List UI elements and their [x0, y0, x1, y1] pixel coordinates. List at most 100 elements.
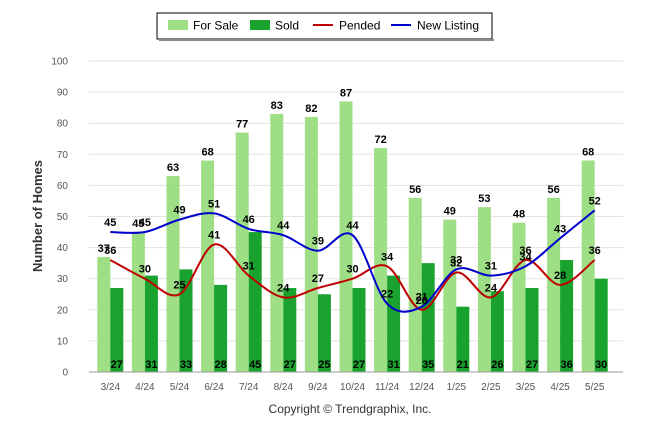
y-tick-label: 40 — [57, 243, 69, 254]
x-tick-label: 2/25 — [481, 382, 501, 393]
bar-for-sale — [512, 222, 526, 372]
data-label-new-listing: 51 — [208, 198, 220, 210]
data-label-new-listing: 44 — [346, 220, 359, 232]
data-label-pended: 31 — [243, 261, 255, 273]
x-axis-ticks: 3/24 4/24 5/24 6/24 7/24 8/24 9/24 10/24 11/24 12… — [101, 382, 605, 393]
bars — [97, 101, 608, 373]
bar-sold — [317, 294, 331, 372]
data-label-new-listing: 33 — [450, 254, 462, 266]
data-label-sold: 27 — [284, 359, 296, 371]
data-label-for-sale: 45 — [132, 218, 144, 230]
bar-sold — [110, 288, 124, 372]
data-label-for-sale: 83 — [271, 100, 283, 112]
data-label-pended: 24 — [485, 282, 498, 294]
y-tick-label: 30 — [57, 274, 69, 285]
data-label-sold: 36 — [560, 359, 572, 371]
bar-for-sale — [304, 116, 318, 372]
data-label-sold: 31 — [145, 359, 157, 371]
data-label-pended: 36 — [104, 245, 116, 257]
x-tick-label: 9/24 — [308, 382, 328, 393]
bar-sold — [421, 263, 435, 372]
legend-label-new-listing: New Listing — [417, 19, 479, 33]
bar-sold — [352, 288, 366, 372]
data-label-new-listing: 21 — [416, 292, 428, 304]
data-label-new-listing: 52 — [589, 195, 601, 207]
data-label-new-listing: 44 — [277, 220, 290, 232]
bar-for-sale — [97, 256, 111, 372]
bar-sold — [214, 284, 228, 372]
data-label-pended: 27 — [312, 273, 324, 285]
data-label-sold: 31 — [387, 359, 399, 371]
data-label-sold: 27 — [111, 359, 123, 371]
x-tick-label: 5/25 — [585, 382, 605, 393]
bar-for-sale — [131, 232, 145, 372]
data-label-pended: 30 — [346, 264, 358, 276]
data-label-for-sale: 68 — [201, 147, 213, 159]
data-label-sold: 30 — [595, 359, 607, 371]
bar-for-sale — [408, 197, 422, 372]
data-label-for-sale: 63 — [167, 162, 179, 174]
x-tick-label: 3/24 — [101, 382, 121, 393]
bar-sold — [525, 288, 539, 372]
legend-swatch-for-sale — [168, 20, 188, 30]
data-label-for-sale: 87 — [340, 87, 352, 99]
data-label-for-sale: 82 — [305, 103, 317, 115]
y-tick-label: 70 — [57, 150, 69, 161]
data-label-new-listing: 39 — [312, 236, 324, 248]
x-tick-label: 6/24 — [204, 382, 224, 393]
data-label-sold: 27 — [526, 359, 538, 371]
legend-label-pended: Pended — [339, 19, 380, 33]
bar-sold — [456, 306, 470, 372]
bar-for-sale — [374, 148, 388, 372]
x-tick-label: 4/24 — [135, 382, 155, 393]
bar-for-sale — [201, 160, 215, 372]
data-label-for-sale: 68 — [582, 147, 594, 159]
data-label-sold: 35 — [422, 359, 434, 371]
data-label-pended: 32 — [450, 257, 462, 269]
data-label-pended: 41 — [208, 229, 220, 241]
y-tick-label: 100 — [51, 57, 68, 68]
data-label-new-listing: 45 — [104, 217, 116, 229]
y-tick-label: 0 — [62, 368, 68, 379]
bar-sold — [283, 288, 297, 372]
y-tick-label: 90 — [57, 88, 69, 99]
y-tick-label: 10 — [57, 336, 69, 347]
data-label-sold: 28 — [214, 359, 226, 371]
legend-label-for-sale: For Sale — [193, 19, 239, 33]
data-label-sold: 25 — [318, 359, 330, 371]
legend: For Sale Sold Pended New Listing — [156, 12, 494, 41]
bar-sold — [144, 275, 158, 372]
x-tick-label: 7/24 — [239, 382, 259, 393]
x-tick-label: 5/24 — [170, 382, 190, 393]
line-new-listing — [110, 209, 596, 313]
data-label-sold: 45 — [249, 359, 261, 371]
legend-swatch-sold — [250, 20, 270, 30]
x-tick-label: 8/24 — [274, 382, 294, 393]
x-tick-label: 11/24 — [375, 382, 400, 393]
data-label-for-sale: 56 — [409, 184, 421, 196]
data-label-for-sale: 37 — [98, 243, 110, 255]
bar-sold — [560, 260, 574, 372]
x-tick-label: 4/25 — [550, 382, 570, 393]
data-label-for-sale: 72 — [374, 134, 386, 146]
data-label-sold: 21 — [457, 359, 469, 371]
data-label-for-sale: 48 — [513, 209, 525, 221]
data-label-new-listing: 45 — [139, 217, 151, 229]
copyright-text: Copyright © Trendgraphix, Inc. — [269, 402, 432, 416]
line-pended — [109, 243, 596, 311]
x-tick-label: 1/25 — [447, 382, 467, 393]
data-label-new-listing: 49 — [173, 205, 185, 217]
bar-sold — [248, 232, 262, 372]
data-label-pended: 30 — [139, 264, 151, 276]
data-label-pended: 24 — [277, 282, 290, 294]
data-label-new-listing: 46 — [243, 214, 255, 226]
legend-label-sold: Sold — [275, 19, 299, 33]
y-tick-label: 80 — [57, 119, 69, 130]
bar-for-sale — [443, 219, 457, 372]
data-label-pended: 36 — [589, 245, 601, 257]
data-labels: 37 27 45 31 63 33 68 28 77 45 83 27 82 25 87 27 72 31 56 35… — [98, 87, 608, 371]
y-tick-label: 20 — [57, 305, 69, 316]
bar-for-sale — [166, 176, 180, 372]
data-label-new-listing: 43 — [554, 223, 566, 235]
